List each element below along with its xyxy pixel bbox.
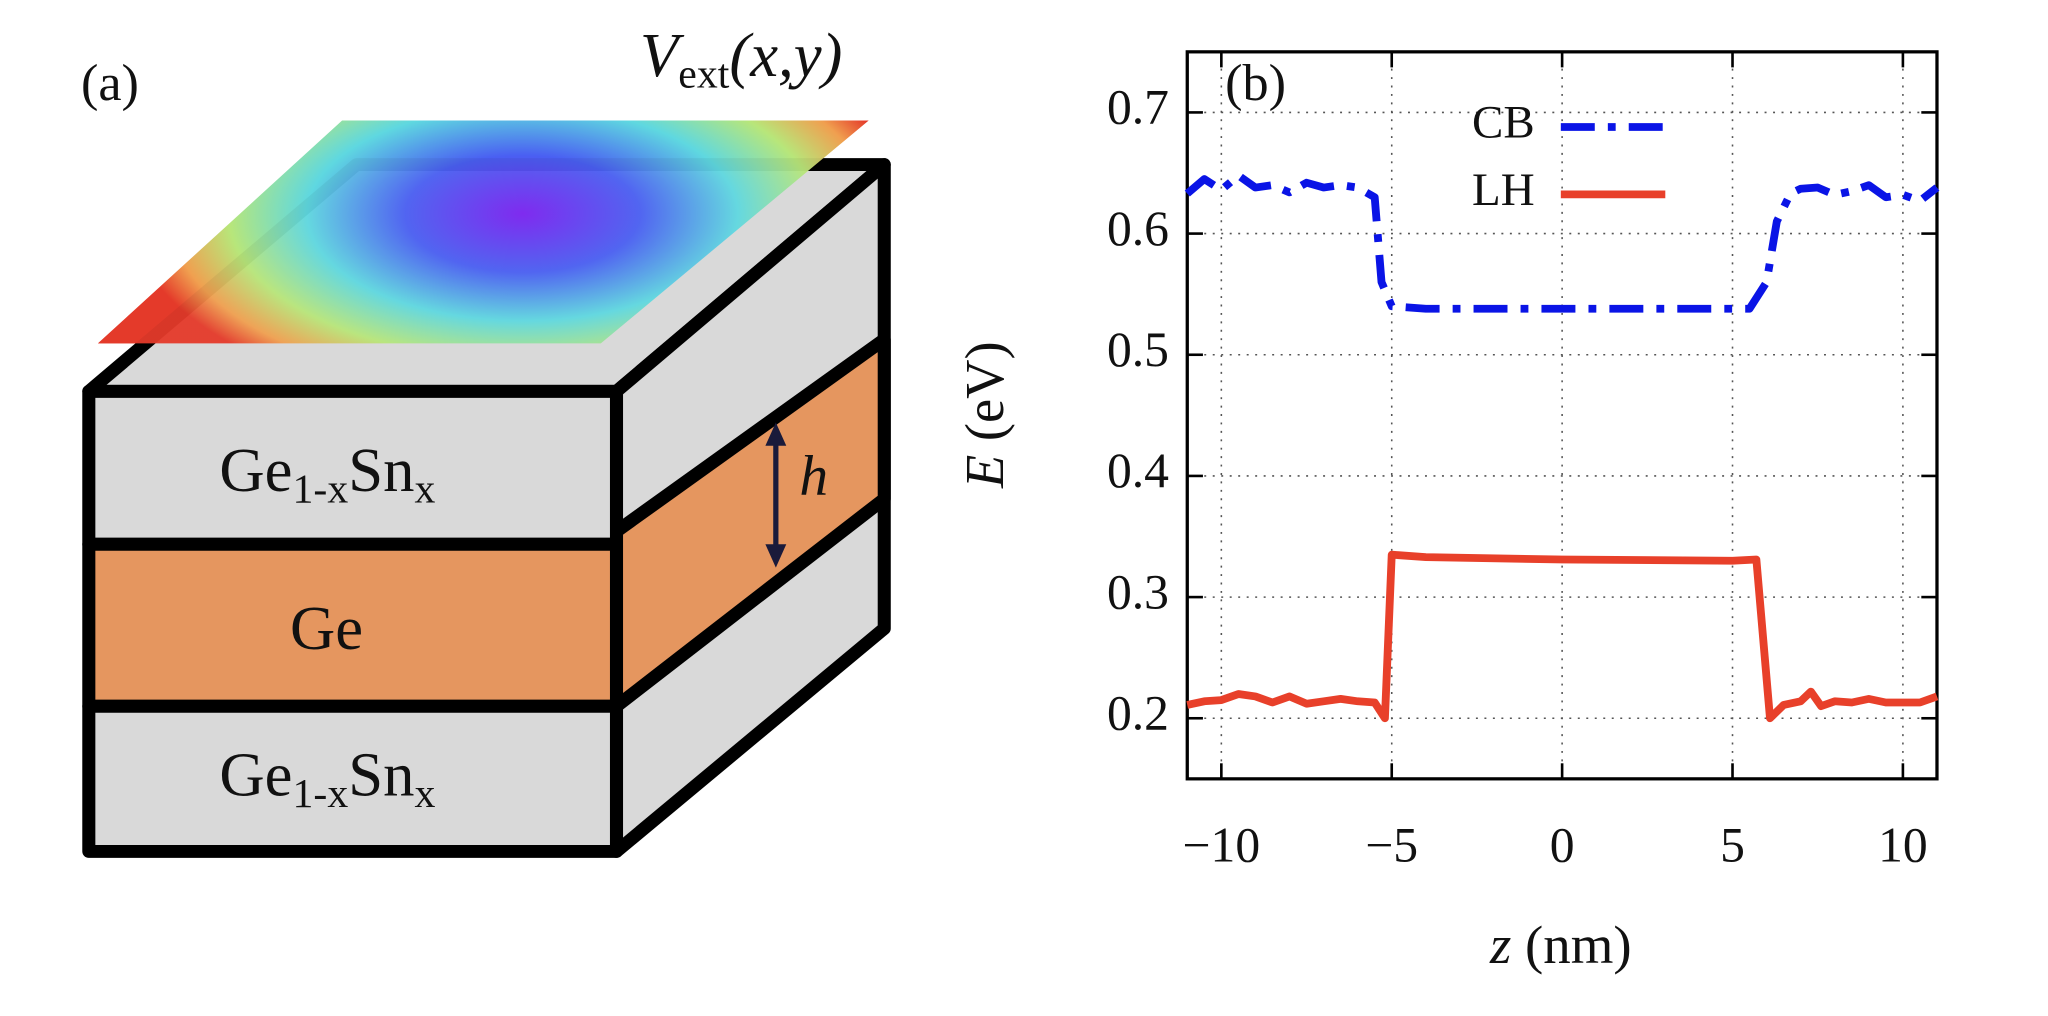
- series-line: [1186, 550, 1939, 723]
- potential-label: Vext(x,y): [640, 21, 842, 98]
- x-tick-label: 5: [1720, 818, 1745, 873]
- plot-frame: [1185, 50, 1939, 781]
- x-tick-label: −10: [1183, 818, 1261, 873]
- height-label: h: [799, 445, 828, 508]
- panel-label: (b): [1225, 55, 1286, 112]
- series-line: [1184, 171, 1940, 313]
- layer-label: Ge1-xSnx: [219, 435, 435, 512]
- x-tick-label: 10: [1878, 818, 1928, 873]
- y-tick-label: 0.2: [1107, 686, 1169, 741]
- panel-label: (a): [81, 55, 139, 112]
- legend-label: CB: [1472, 97, 1535, 149]
- y-tick-label: 0.4: [1107, 443, 1169, 498]
- arrow-head: [765, 422, 787, 446]
- y-tick-label: 0.7: [1107, 80, 1169, 135]
- layer-bottom: [82, 699, 624, 858]
- y-tick-label: 0.3: [1107, 565, 1169, 620]
- legend-label: LH: [1472, 164, 1535, 216]
- x-tick-label: −5: [1365, 818, 1418, 873]
- layer-ge: [82, 537, 624, 713]
- y-axis-label: E (eV): [953, 341, 1014, 489]
- layer-label: Ge1-xSnx: [219, 740, 435, 817]
- arrow-head: [765, 544, 787, 568]
- layer-label: Ge: [290, 593, 363, 663]
- structure-diagram: h (a) Vext(x,y) Ge1-xSnx Ge Ge1-xSnx: [81, 21, 891, 858]
- potential-map-overlay: [97, 120, 869, 344]
- x-tick-label: 0: [1550, 818, 1575, 873]
- x-axis-label: z (nm): [1489, 914, 1632, 975]
- chart: (b) z (nm) E (eV) 0.2 0.3 0.4 0.5 0.6 0.7 −10 −…: [953, 50, 1940, 975]
- y-tick-label: 0.5: [1107, 322, 1169, 377]
- y-tick-label: 0.6: [1107, 201, 1169, 256]
